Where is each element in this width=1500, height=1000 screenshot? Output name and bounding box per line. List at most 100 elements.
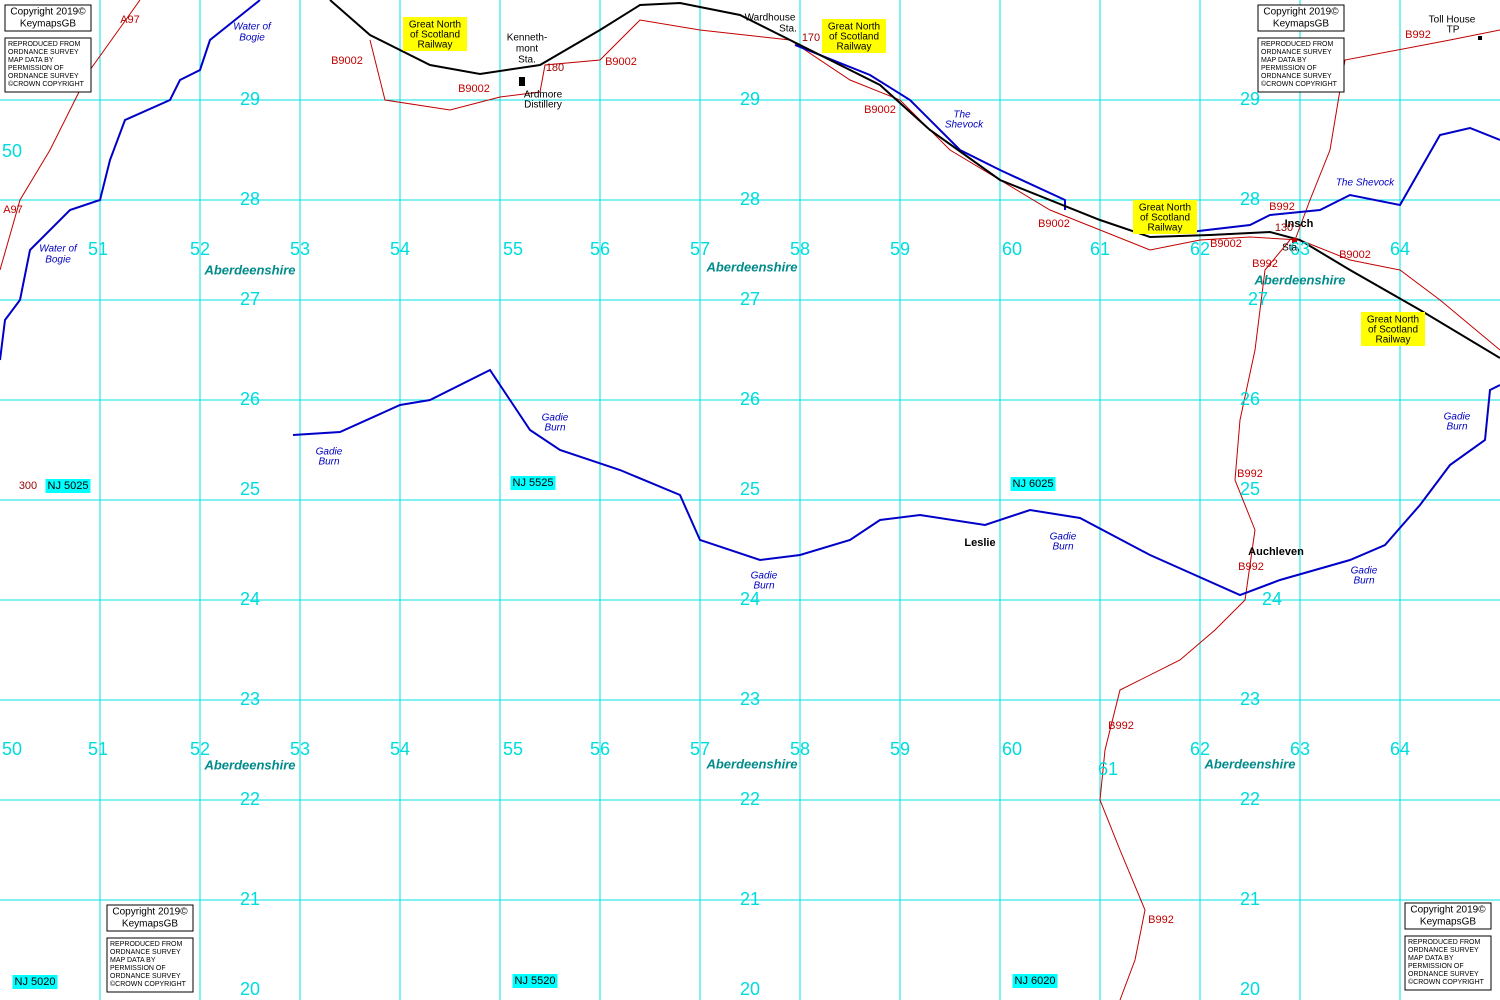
railway-label-box	[1361, 312, 1425, 346]
place-label: Sta.	[1282, 243, 1300, 254]
railway-label: Great North	[409, 20, 461, 31]
copyright-notice: ©CROWN COPYRIGHT	[1408, 978, 1485, 986]
copyright-notice: ORDNANCE SURVEY	[1408, 971, 1479, 978]
railway-label: of Scotland	[1140, 213, 1190, 224]
place-label: Sta.	[779, 24, 797, 35]
copyright-notice: MAP DATA BY	[8, 57, 54, 64]
copyright-notice: REPRODUCED FROM	[110, 941, 183, 948]
copyright-notice-box	[106, 937, 194, 993]
distillery-marker	[519, 77, 525, 86]
northing-label: 27	[240, 289, 260, 309]
railway-label-box	[822, 19, 886, 53]
easting-label: 62	[1190, 239, 1210, 259]
railway-label: Great North	[828, 22, 880, 33]
copyright-notice: ©CROWN COPYRIGHT	[8, 80, 85, 88]
copyright-notice: MAP DATA BY	[1408, 955, 1454, 962]
road-b9002	[369, 19, 1500, 351]
sheet-label: NJ 6025	[1013, 478, 1054, 490]
northing-label: 25	[240, 479, 260, 499]
northing-label: 23	[740, 689, 760, 709]
road-label: A97	[120, 14, 140, 26]
copyright-notice: ORDNANCE SURVEY	[1261, 73, 1332, 80]
sheet-label-box	[1010, 477, 1056, 491]
railway-label: Great North	[1139, 203, 1191, 214]
easting-label: 58	[790, 739, 810, 759]
road-label: B992	[1269, 201, 1295, 213]
copyright-notice: ©CROWN COPYRIGHT	[1261, 80, 1338, 88]
river-label: Water of	[39, 244, 78, 255]
copyright-notice: ORDNANCE SURVEY	[110, 949, 181, 956]
copyright-name: KeymapsGB	[1420, 917, 1476, 928]
copyright-notice: PERMISSION OF	[8, 65, 64, 72]
northing-label: 24	[240, 589, 260, 609]
easting-label: 64	[1390, 739, 1410, 759]
sheet-label: NJ 5520	[515, 975, 556, 987]
copyright-notice: ORDNANCE SURVEY	[1261, 49, 1332, 56]
region-label: Aberdeenshire	[203, 757, 295, 772]
easting-label: 59	[890, 739, 910, 759]
railway-label: Railway	[417, 40, 452, 51]
northing-label: 28	[740, 189, 760, 209]
northing-label: 25	[1240, 479, 1260, 499]
easting-label: 60	[1002, 739, 1022, 759]
river-label: Burn	[318, 457, 340, 468]
river-label: Burn	[1353, 576, 1375, 587]
copyright-notice: MAP DATA BY	[110, 957, 156, 964]
easting-label: 64	[1390, 239, 1410, 259]
road-label: B992	[1148, 914, 1174, 926]
copyright-notice: PERMISSION OF	[110, 965, 166, 972]
river-label: Burn	[753, 581, 775, 592]
northing-label: 20	[1240, 979, 1260, 999]
river-gadie-burn	[292, 368, 1500, 597]
easting-label: 50	[2, 739, 22, 759]
region-label: Aberdeenshire	[1203, 756, 1295, 771]
place-label: mont	[516, 44, 538, 55]
river-label: The	[953, 110, 971, 121]
sheet-label: NJ 5025	[48, 480, 89, 492]
river-water-of-bogie	[0, 0, 261, 361]
copyright-name: KeymapsGB	[1273, 19, 1329, 30]
northing-label: 21	[1240, 889, 1260, 909]
northing-label: 24	[740, 589, 760, 609]
copyright-notice: ©CROWN COPYRIGHT	[110, 980, 187, 988]
northing-label: 28	[1240, 189, 1260, 209]
place-label: Sta.	[518, 55, 536, 66]
road-a97	[0, 0, 141, 271]
road-label: B9002	[458, 83, 490, 95]
region-label: Aberdeenshire	[705, 259, 797, 274]
copyright-box	[106, 904, 194, 932]
easting-label: 57	[690, 739, 710, 759]
railway-label: Great North	[1367, 315, 1419, 326]
northing-label: 25	[740, 479, 760, 499]
railway-label: Railway	[836, 42, 871, 53]
copyright-notice: ORDNANCE SURVEY	[110, 973, 181, 980]
river-label: Gadie	[1444, 412, 1471, 423]
copyright-notice: REPRODUCED FROM	[1261, 41, 1334, 48]
northing-label: 24	[1262, 589, 1282, 609]
easting-label: 53	[290, 739, 310, 759]
copyright-notice: ORDNANCE SURVEY	[8, 73, 79, 80]
region-label: Aberdeenshire	[1253, 272, 1345, 287]
easting-label: 61	[1098, 759, 1118, 779]
easting-label: 62	[1190, 739, 1210, 759]
northing-label: 21	[740, 889, 760, 909]
road-label: B9002	[1210, 238, 1242, 250]
railway-label: of Scotland	[410, 30, 460, 41]
river-label: Burn	[1052, 542, 1074, 553]
place-label: TP	[1447, 25, 1460, 36]
northing-label: 26	[240, 389, 260, 409]
road-b992	[1099, 239, 1291, 1000]
road-label: B9002	[605, 56, 637, 68]
station-marker	[1292, 238, 1297, 243]
place-label: Distillery	[524, 100, 562, 111]
river-label: Water of	[233, 22, 272, 33]
northing-label: 26	[740, 389, 760, 409]
place-label: Kenneth-	[507, 33, 548, 44]
copyright-box	[1257, 4, 1345, 32]
railway-label: Railway	[1147, 223, 1182, 234]
railway-label: of Scotland	[829, 32, 879, 43]
sheet-label: NJ 5525	[513, 477, 554, 489]
sheet-label-box	[510, 476, 556, 490]
